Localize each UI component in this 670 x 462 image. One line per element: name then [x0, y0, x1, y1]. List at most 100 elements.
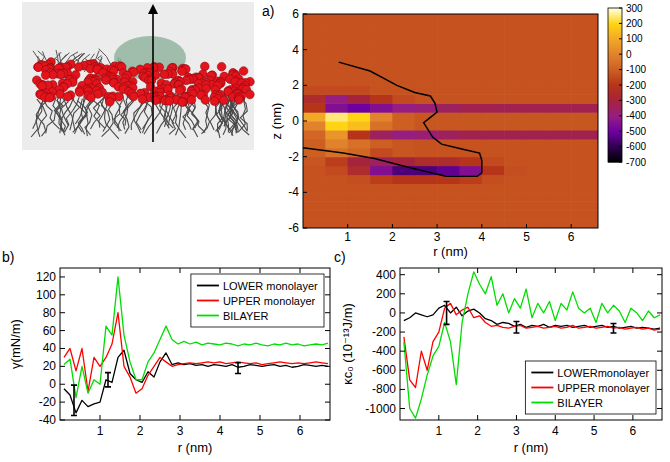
colorbar-label: -300	[626, 95, 646, 106]
panel-heatmap: 123456-6-4-20246r (nm)z (nm)a)3002001000…	[262, 3, 646, 260]
heat-cell	[549, 85, 572, 95]
heat-cell	[325, 41, 348, 51]
heat-cell	[504, 23, 527, 33]
heat-cell	[303, 59, 326, 69]
heat-cell	[459, 85, 482, 95]
heat-cell	[482, 50, 505, 60]
heat-cell	[437, 50, 460, 60]
error-bar	[513, 322, 519, 333]
heat-cell	[325, 50, 348, 60]
x-tick	[571, 224, 572, 228]
lipid-head	[217, 62, 226, 71]
y-tick	[60, 348, 65, 349]
x-tick	[100, 415, 101, 420]
heat-cell	[437, 94, 460, 104]
heat-cell	[325, 68, 348, 78]
error-bar	[71, 385, 77, 415]
heat-cell	[348, 94, 371, 104]
heat-cell	[325, 157, 348, 167]
x-tick	[140, 268, 141, 273]
y-tick	[400, 274, 405, 275]
heat-cell	[459, 94, 482, 104]
heat-cell	[571, 103, 598, 113]
heat-cell	[459, 201, 482, 211]
heat-cell	[303, 219, 326, 228]
heat-cell	[370, 103, 393, 113]
legend-swatch	[197, 285, 219, 287]
heat-cell	[459, 76, 482, 86]
y-tick	[325, 348, 330, 349]
x-axis-title: r (nm)	[514, 440, 549, 455]
heat-cell	[370, 139, 393, 149]
lipid-head	[45, 93, 54, 102]
heat-cell	[571, 32, 598, 42]
normal-arrow-head	[148, 4, 158, 14]
legend-label: UPPER monolayer	[557, 382, 650, 394]
y-tick	[400, 389, 405, 390]
heat-cell	[482, 59, 505, 69]
lipid-head	[220, 96, 229, 105]
heat-cell	[526, 41, 549, 51]
y-tick	[303, 192, 307, 193]
colorbar-tick	[619, 115, 622, 116]
heat-cell	[325, 192, 348, 202]
x-tick-label: 6	[630, 424, 637, 438]
heat-cell	[392, 219, 415, 228]
x-tick	[438, 415, 439, 420]
y-tick	[400, 351, 405, 352]
y-tick	[325, 384, 330, 385]
y-tick-label: 4	[292, 43, 299, 57]
heat-cell	[437, 219, 460, 228]
y-tick	[657, 351, 662, 352]
heat-cell	[437, 183, 460, 193]
heat-cell	[392, 103, 415, 113]
lipid-head	[239, 67, 248, 76]
heat-cell	[325, 112, 348, 122]
x-tick-label: 4	[478, 230, 485, 244]
x-tick-label: 6	[568, 230, 575, 244]
series-line	[404, 272, 660, 418]
heat-cell	[415, 32, 438, 42]
y-tick	[325, 312, 330, 313]
heat-cell	[392, 210, 415, 220]
heat-cell	[437, 210, 460, 220]
heat-cell	[325, 94, 348, 104]
heat-cell	[549, 103, 572, 113]
colorbar-label: -600	[626, 141, 646, 152]
heat-cell	[303, 76, 326, 86]
y-tick	[657, 389, 662, 390]
y-tick	[60, 420, 65, 421]
heat-cell	[504, 148, 527, 158]
y-tick	[325, 330, 330, 331]
heat-cell	[303, 112, 326, 122]
heat-cell	[370, 201, 393, 211]
y-tick	[60, 312, 65, 313]
y-tick	[60, 294, 65, 295]
x-tick	[594, 268, 595, 273]
heat-cell	[504, 210, 527, 220]
x-tick	[300, 415, 301, 420]
legend-swatch	[197, 315, 219, 317]
x-tick	[260, 415, 261, 420]
y-tick	[303, 121, 307, 122]
heat-cell	[415, 139, 438, 149]
heat-cell	[482, 14, 505, 24]
heat-cell	[348, 68, 371, 78]
heat-cell	[415, 76, 438, 86]
colorbar-tick	[619, 100, 622, 101]
heat-cell	[459, 41, 482, 51]
lipid-tail	[31, 96, 44, 137]
heat-cell	[325, 130, 348, 140]
colorbar-label: 200	[626, 18, 643, 29]
heat-cell	[392, 148, 415, 158]
heat-cell	[392, 192, 415, 202]
lipid-head	[160, 70, 169, 79]
heat-cell	[415, 103, 438, 113]
heat-cell	[303, 121, 326, 131]
y-tick	[657, 370, 662, 371]
heat-cell	[571, 201, 598, 211]
y-tick-label: -400	[372, 344, 396, 358]
heat-cell	[392, 94, 415, 104]
heat-cell	[549, 32, 572, 42]
heat-cell	[482, 112, 505, 122]
